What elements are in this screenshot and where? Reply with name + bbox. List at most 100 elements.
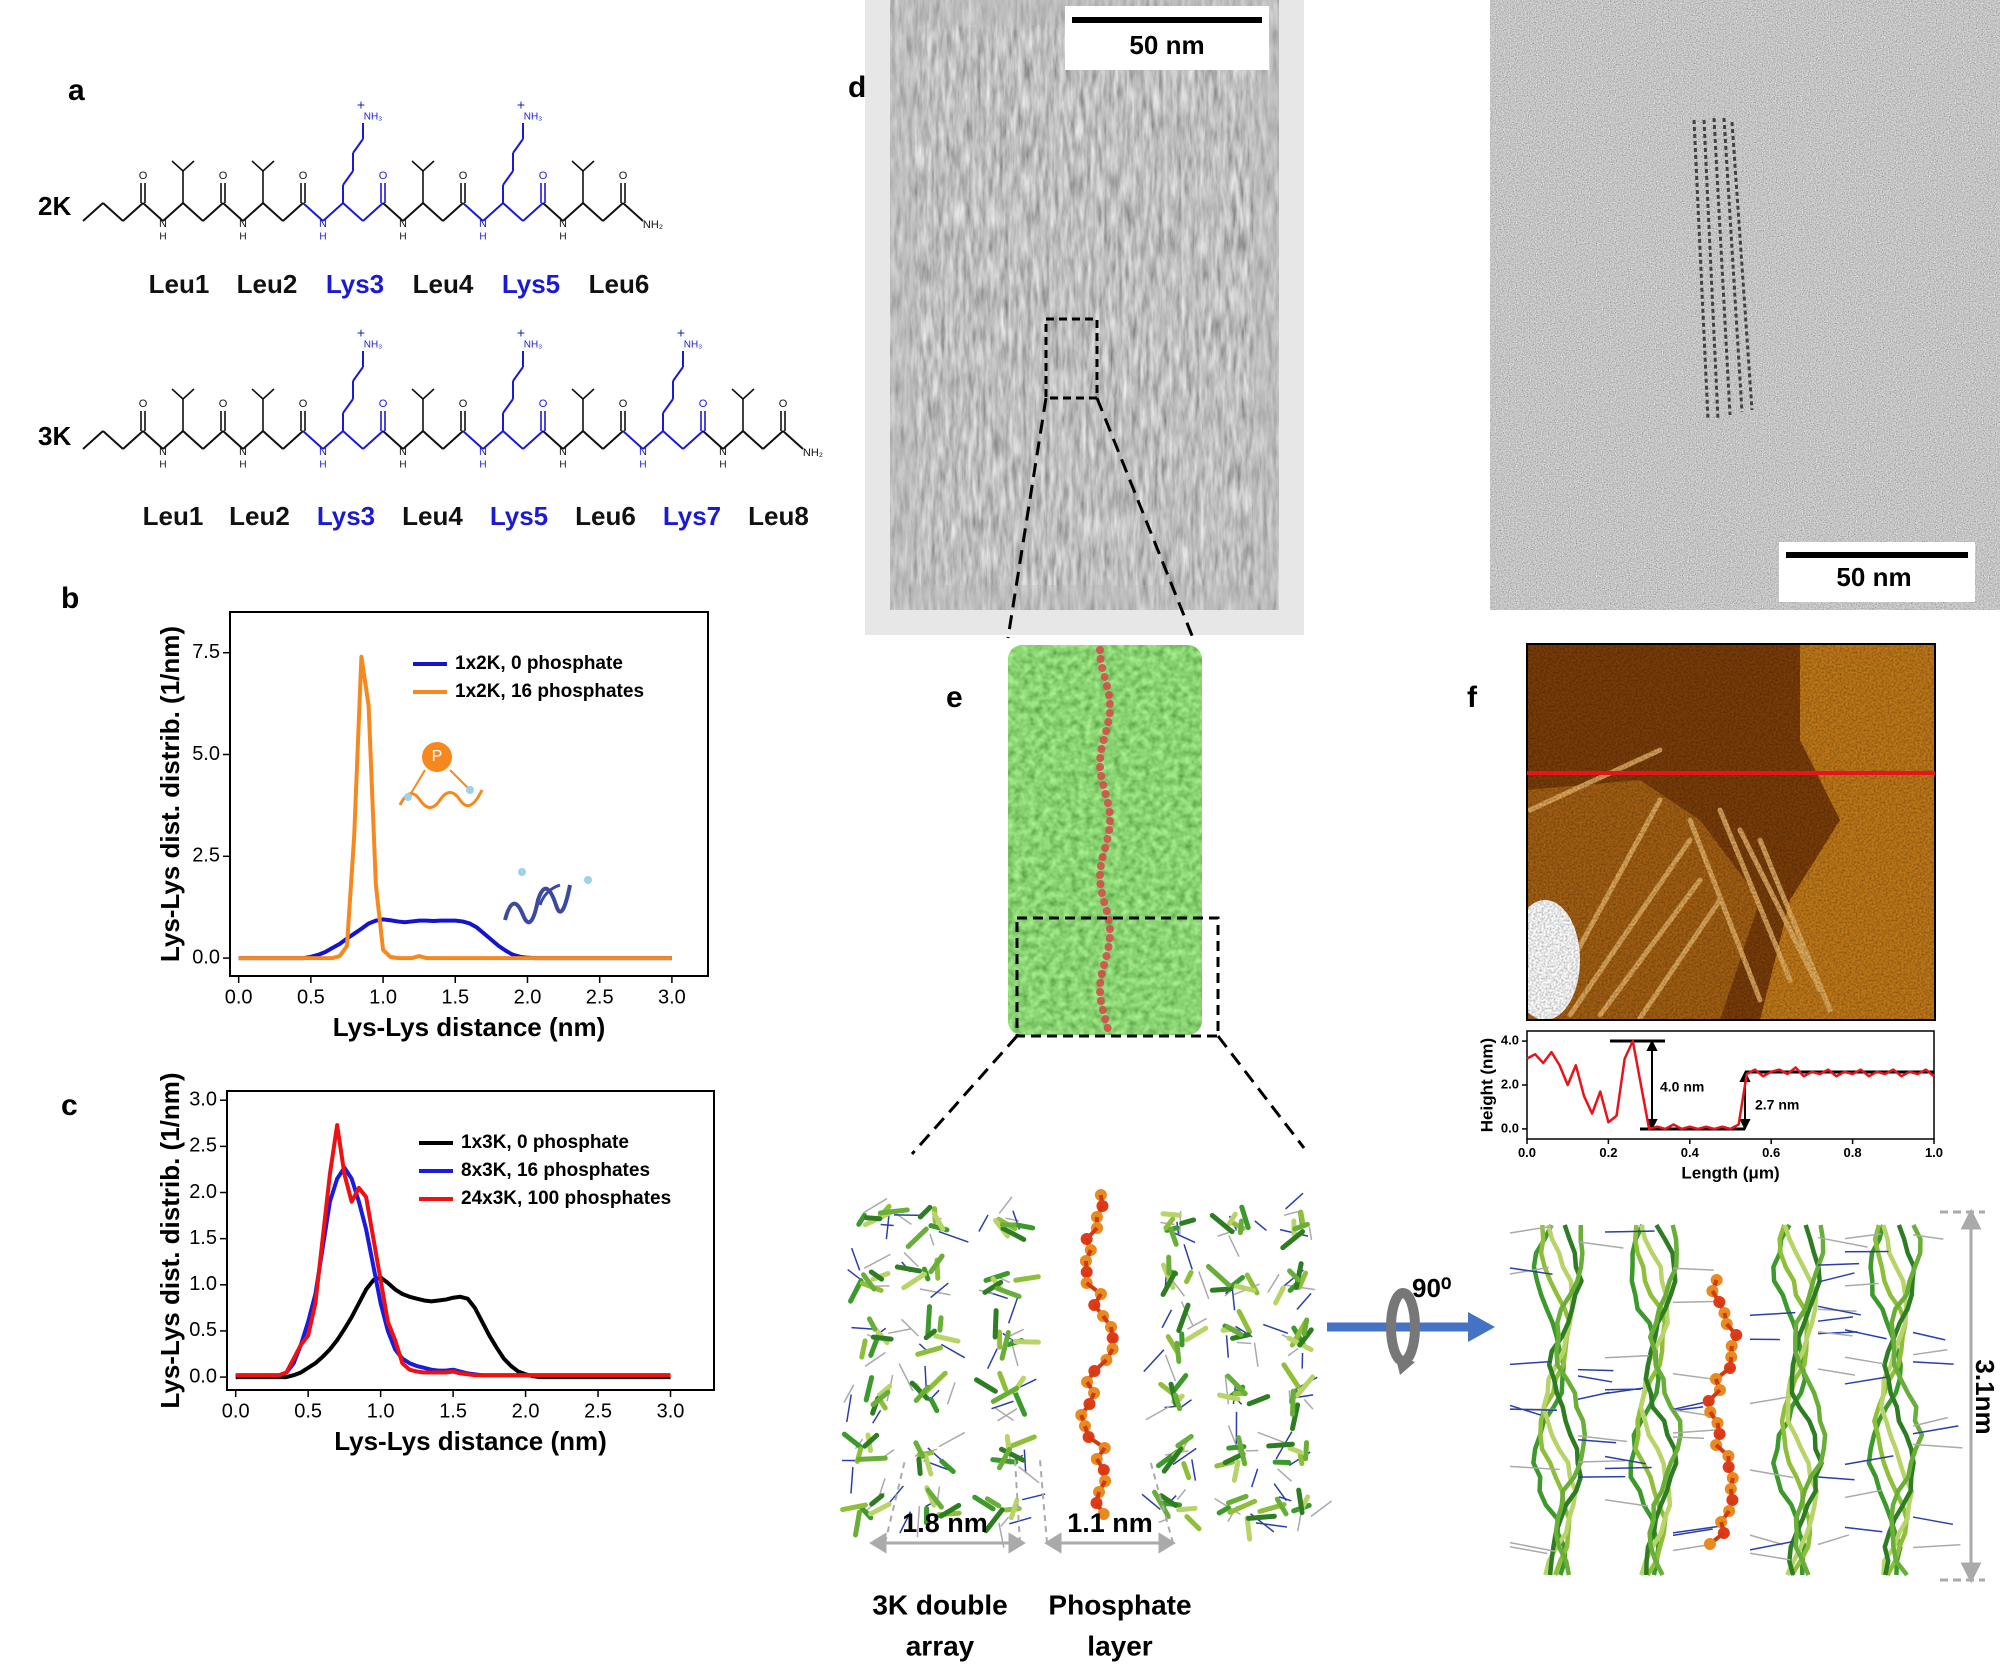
bond xyxy=(182,430,204,450)
stick xyxy=(1158,1493,1179,1508)
bond xyxy=(352,366,364,382)
bond xyxy=(502,430,524,450)
stick xyxy=(1013,1339,1041,1345)
atom-label: O xyxy=(219,170,228,182)
x-tick-label: 1.0 xyxy=(367,1400,395,1422)
phosphate-atom xyxy=(1103,835,1112,843)
wire xyxy=(1143,1349,1165,1373)
bond xyxy=(302,202,324,222)
wire xyxy=(1186,1317,1207,1330)
spacing-label: 1.1 nm xyxy=(1067,1508,1153,1538)
bond xyxy=(222,430,244,450)
layer-label: array xyxy=(906,1630,975,1661)
stick xyxy=(1163,1216,1176,1231)
stick xyxy=(1160,1270,1178,1297)
wire xyxy=(1296,1292,1312,1310)
bond xyxy=(522,202,544,222)
atom-label: O xyxy=(699,398,708,410)
bond xyxy=(742,388,755,400)
bond xyxy=(402,430,424,450)
x-tick-label: 2.0 xyxy=(514,986,542,1008)
bond xyxy=(362,202,384,222)
phosphate-atom xyxy=(1097,772,1106,780)
bond xyxy=(742,430,764,450)
wire xyxy=(1250,1468,1259,1488)
stick xyxy=(1181,1461,1192,1481)
height-label: 3.1nm xyxy=(1970,1359,2000,1434)
residue-label: Leu2 xyxy=(229,501,290,531)
wire xyxy=(1253,1342,1259,1367)
stick xyxy=(1160,1211,1182,1218)
bond xyxy=(782,430,804,450)
backbone-stick xyxy=(1878,1224,1915,1576)
wire xyxy=(1172,1447,1197,1466)
stick xyxy=(856,1212,867,1227)
bond xyxy=(622,202,644,222)
wire xyxy=(1308,1226,1313,1241)
rotation-label: 90⁰ xyxy=(1412,1273,1451,1303)
x-tick-label: 0.6 xyxy=(1762,1145,1780,1160)
bond xyxy=(571,388,584,400)
wire xyxy=(1912,1331,1946,1341)
wire xyxy=(1161,1309,1173,1329)
stick xyxy=(931,1211,946,1232)
annotation: 4.0 nm xyxy=(1660,1079,1704,1095)
scale-bar-label: 50 nm xyxy=(1836,562,1911,592)
wire xyxy=(1577,1368,1614,1372)
stick xyxy=(937,1315,944,1333)
wire xyxy=(1912,1425,1959,1435)
wire xyxy=(1273,1483,1288,1502)
legend-label: 1x3K, 0 phosphate xyxy=(461,1132,629,1153)
legend-label: 1x2K, 0 phosphate xyxy=(455,653,623,674)
stick xyxy=(983,1270,1011,1283)
atom-label: O xyxy=(219,398,228,410)
residue-label: Lys5 xyxy=(502,269,560,299)
chart: 0.0 0.5 1.0 1.5 2.0 2.5 3.0 0.0 2.5 5.0 7.5 1x2K, 0… xyxy=(155,611,709,1042)
bond xyxy=(662,430,684,450)
atom-label: H xyxy=(159,232,166,243)
phosphate-column xyxy=(1096,646,1114,1032)
wire xyxy=(899,1511,912,1534)
stick xyxy=(1000,1225,1027,1242)
stick xyxy=(1174,1340,1182,1364)
bond xyxy=(762,430,784,450)
bond xyxy=(422,430,444,450)
x-axis-label: Lys-Lys distance (nm) xyxy=(333,1012,606,1042)
wire xyxy=(1145,1405,1171,1421)
wire xyxy=(1912,1234,1944,1240)
stick xyxy=(1233,1283,1257,1293)
wire xyxy=(1285,1192,1304,1210)
fibril xyxy=(1692,117,1754,421)
bond xyxy=(242,430,264,450)
series-line xyxy=(238,654,672,961)
y-axis-label: Height (nm) xyxy=(1477,1038,1496,1132)
stick xyxy=(1152,1489,1171,1519)
profile-markers xyxy=(1610,1039,1934,1131)
stick xyxy=(928,1396,940,1414)
wire xyxy=(888,1328,912,1334)
bond xyxy=(382,430,404,450)
bond xyxy=(542,202,564,222)
bond xyxy=(251,160,264,172)
bond xyxy=(512,138,524,154)
bond xyxy=(482,430,504,450)
stick xyxy=(1296,1487,1305,1516)
stick xyxy=(1179,1217,1197,1226)
phosphate-atom xyxy=(1103,1024,1112,1032)
stick xyxy=(928,1253,945,1275)
bond xyxy=(382,202,404,222)
atom-label: NH₃ xyxy=(364,340,383,351)
atom-label: + xyxy=(357,97,365,113)
zoom-line xyxy=(910,1035,1019,1155)
bond xyxy=(82,430,104,450)
wire xyxy=(1267,1273,1280,1293)
afm-image xyxy=(1510,643,1936,1021)
wire xyxy=(1577,1459,1626,1463)
phosphate-atom xyxy=(1102,952,1111,960)
x-axis-label: Length (μm) xyxy=(1681,1163,1779,1182)
backbone-stick xyxy=(1546,1224,1584,1576)
y-tick-label: 2.0 xyxy=(189,1181,217,1203)
wire xyxy=(1817,1262,1860,1266)
wire xyxy=(1604,1466,1652,1470)
atom-label: NH₂ xyxy=(803,447,823,459)
